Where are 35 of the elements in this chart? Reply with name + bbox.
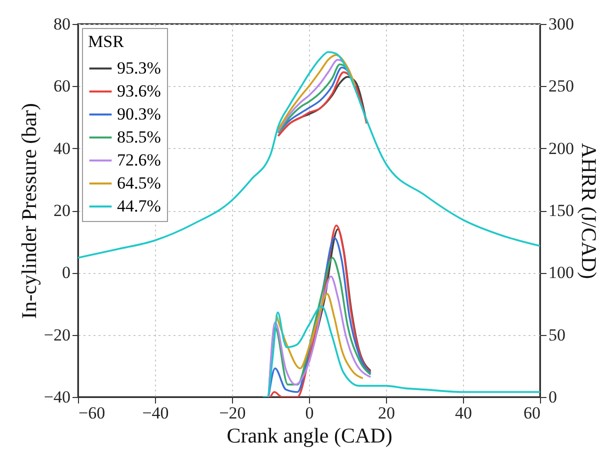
x-tick-label: −40 (142, 404, 169, 422)
legend-label: 64.5% (117, 174, 161, 192)
legend-label: 44.7% (117, 196, 161, 216)
x-tick-label: 0 (305, 404, 314, 422)
y2-tick-label: 200 (548, 138, 574, 158)
x-tick-label: −20 (219, 404, 246, 422)
y2-tick-label: 0 (548, 388, 557, 406)
y-tick-label: 40 (54, 138, 70, 158)
y-tick-label: 60 (54, 76, 70, 96)
line-series (78, 51, 540, 259)
y-tick-label: 0 (62, 263, 70, 282)
y-tick-label: −20 (44, 325, 70, 344)
legend-label: 72.6% (117, 150, 161, 170)
legend-label: 93.6% (117, 82, 161, 100)
y2-tick-label: 50 (548, 325, 566, 344)
legend-label: 95.3% (117, 58, 161, 78)
y-tick-label: 20 (54, 201, 70, 220)
line-series (275, 292, 364, 380)
y2-tick-label: 100 (548, 263, 574, 282)
y-tick-label: 80 (54, 14, 70, 34)
x-tick-label: 40 (455, 404, 472, 422)
y2-axis-title: AHRR (J/CAD) (577, 143, 601, 279)
line-series (262, 305, 540, 397)
legend-label: 85.5% (117, 128, 161, 146)
x-tick-label: 60 (524, 404, 540, 422)
legend-title: MSR (88, 32, 125, 51)
y-tick-label: −40 (44, 388, 70, 406)
x-tick-label: −60 (78, 404, 106, 422)
x-tick-label: 20 (378, 404, 395, 422)
y2-tick-label: 150 (548, 201, 574, 220)
y-axis-title: In-cylinder Pressure (bar) (16, 103, 41, 319)
legend-label: 90.3% (117, 104, 161, 124)
y2-tick-label: 300 (548, 14, 574, 34)
y2-tick-label: 250 (548, 76, 574, 96)
x-axis-title: Crank angle (CAD) (226, 424, 392, 448)
